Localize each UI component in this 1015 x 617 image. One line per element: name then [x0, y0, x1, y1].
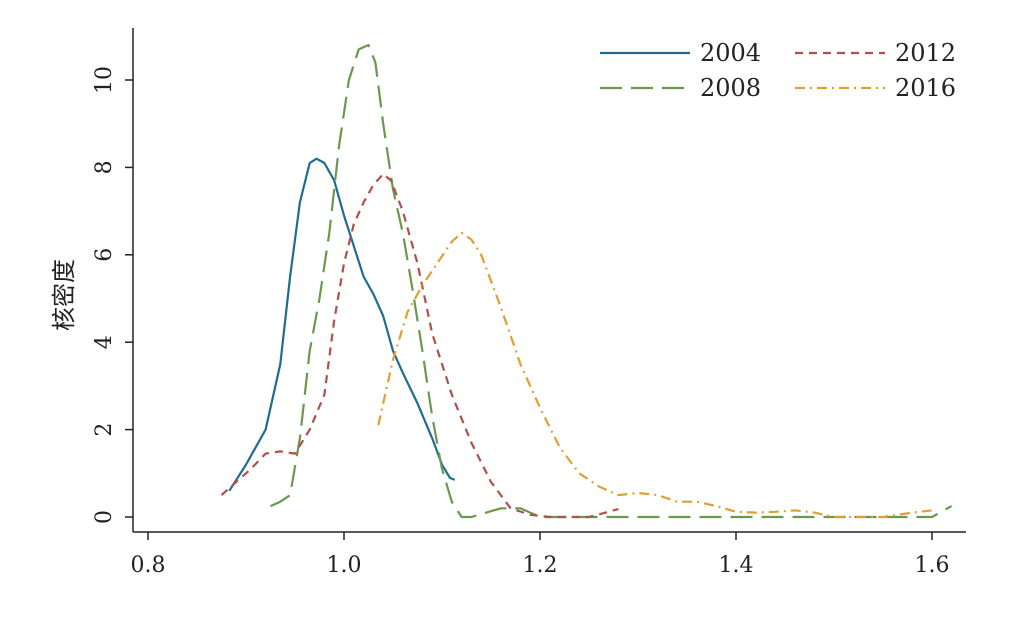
legend-label-2008: 2008: [700, 74, 761, 102]
x-tick-label: 0.8: [131, 553, 166, 578]
legend: 2004 2008 2012 2016: [600, 39, 956, 102]
y-tick-label: 6: [92, 248, 117, 262]
y-tick-label: 4: [92, 335, 117, 349]
y-tick-label: 2: [92, 423, 117, 437]
y-axis-title: 核密度: [50, 259, 78, 331]
x-ticks: 0.8 1.0 1.2 1.4 1.6: [131, 532, 950, 578]
y-tick-label: 0: [92, 510, 117, 524]
x-tick-label: 1.2: [523, 553, 558, 578]
series-layer: [220, 43, 953, 519]
legend-label-2012: 2012: [895, 39, 956, 67]
y-tick-label: 10: [92, 66, 117, 94]
y-ticks: 0 2 4 6 8 10: [92, 66, 133, 524]
series-line-2008: [270, 43, 953, 519]
x-tick-label: 1.0: [327, 553, 362, 578]
series-line-2016: [377, 231, 933, 519]
legend-label-2004: 2004: [700, 39, 761, 67]
x-tick-label: 1.4: [719, 553, 754, 578]
series-line-2004: [228, 157, 456, 492]
legend-label-2016: 2016: [895, 74, 956, 102]
x-tick-label: 1.6: [915, 553, 950, 578]
series-line-2012: [220, 172, 619, 519]
y-tick-label: 8: [92, 160, 117, 174]
